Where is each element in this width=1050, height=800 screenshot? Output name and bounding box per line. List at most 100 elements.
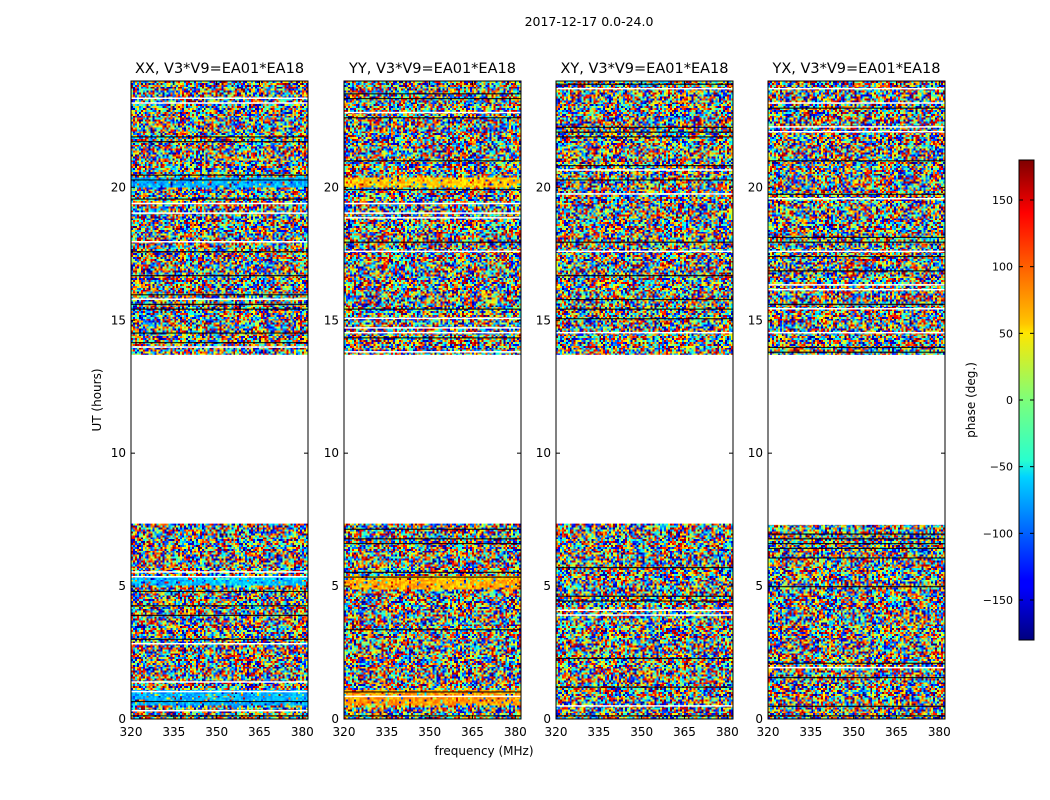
y-tick-label: 0 (118, 712, 126, 726)
flagged-stripe (131, 571, 308, 573)
dark-stripe (556, 136, 733, 138)
dark-stripe (344, 538, 521, 540)
x-tick-label: 365 (885, 725, 908, 739)
colorbar-tick-label: 150 (992, 194, 1013, 207)
flagged-stripe (344, 695, 521, 698)
flagged-stripe (768, 130, 945, 133)
x-tick-label: 335 (162, 725, 185, 739)
dark-stripe (768, 160, 945, 162)
y-tick-label: 20 (748, 180, 763, 194)
x-tick-label: 365 (461, 725, 484, 739)
flagged-stripe (556, 169, 733, 171)
flagged-stripe (131, 690, 308, 693)
dark-stripe (768, 303, 945, 305)
y-tick-label: 15 (748, 313, 763, 327)
dark-stripe (768, 346, 945, 349)
flagged-stripe (556, 614, 733, 616)
x-tick-label: 365 (248, 725, 271, 739)
dark-stripe (344, 576, 521, 578)
dark-stripe (131, 136, 308, 138)
panel-frame (555, 80, 734, 720)
flagged-stripe (131, 709, 308, 712)
dark-stripe (344, 241, 521, 243)
y-tick-label: 0 (331, 712, 339, 726)
panel-title: XY, V3*V9=EA01*EA18 (560, 61, 728, 77)
y-tick-label: 20 (324, 180, 339, 194)
flagged-stripe (556, 609, 733, 611)
flagged-stripe (344, 202, 521, 205)
dark-stripe (131, 638, 308, 640)
flagged-stripe (131, 681, 308, 683)
x-tick-label: 380 (504, 725, 527, 739)
y-tick-label: 5 (118, 579, 126, 593)
flagged-stripe (556, 87, 733, 90)
flagged-stripe (131, 202, 308, 205)
panel-1: XX, V3*V9=EA01*EA18 320 335 350 365 380 0 5 10 15… (111, 61, 314, 739)
flagged-stripe (768, 126, 945, 128)
flagged-stripe (768, 523, 945, 525)
flagged-stripe (556, 250, 733, 253)
dark-stripe (556, 318, 733, 320)
data-gap (131, 354, 308, 524)
dark-stripe (768, 236, 945, 238)
colorbar-tick-label: −150 (983, 594, 1013, 607)
figure-suptitle: 2017-12-17 0.0-24.0 (525, 14, 654, 29)
flagged-stripe (131, 241, 308, 243)
dark-stripe (344, 571, 521, 573)
x-tick-label: 350 (630, 725, 653, 739)
dark-stripe (556, 179, 733, 181)
flagged-stripe (768, 288, 945, 291)
x-tick-label: 350 (842, 725, 865, 739)
flagged-stripe (768, 197, 945, 200)
y-tick-label: 5 (331, 579, 339, 593)
y-tick-label: 10 (111, 446, 126, 460)
flagged-stripe (344, 317, 521, 320)
dark-stripe (131, 174, 308, 176)
x-tick-label: 335 (799, 725, 822, 739)
data-gap (344, 354, 521, 524)
flagged-stripe (344, 327, 521, 329)
panel-frame (767, 80, 946, 720)
dark-stripe (556, 126, 733, 128)
dark-stripe (556, 595, 733, 597)
flagged-stripe (131, 642, 308, 645)
dark-stripe (131, 614, 308, 616)
flagged-stripe (131, 346, 308, 348)
x-tick-label: 380 (928, 725, 951, 739)
dark-stripe (344, 188, 521, 191)
colorbar-tick-label: 50 (999, 327, 1013, 340)
data-gap (556, 354, 733, 524)
flagged-stripe (344, 212, 521, 214)
dark-stripe (768, 662, 945, 664)
dark-stripe (768, 543, 945, 545)
flagged-stripe (556, 331, 733, 334)
dark-stripe (556, 275, 733, 277)
flagged-stripe (768, 666, 945, 669)
y-tick-label: 5 (543, 579, 551, 593)
colorbar-tick-label: −50 (990, 461, 1013, 474)
x-tick-label: 320 (120, 725, 143, 739)
dark-stripe (344, 629, 521, 631)
dark-stripe (131, 294, 308, 296)
dark-stripe (344, 543, 521, 545)
x-axis-label: frequency (MHz) (434, 744, 533, 758)
dark-stripe (768, 255, 945, 258)
dark-stripe (131, 590, 308, 593)
dark-stripe (556, 165, 733, 167)
dark-stripe (131, 605, 308, 607)
y-tick-label: 0 (543, 712, 551, 726)
panels-group: XX, V3*V9=EA01*EA18 320 335 350 365 380 0 5 10 15… (111, 61, 951, 739)
dark-stripe (768, 538, 945, 540)
flagged-stripe (344, 331, 521, 334)
colorbar-tick-label: 100 (992, 261, 1013, 274)
dark-stripe (344, 160, 521, 162)
y-axis-label: UT (hours) (90, 368, 104, 431)
panel-4: YX, V3*V9=EA01*EA18 320 335 350 365 380 0 5 10 15… (748, 61, 951, 739)
dark-stripe (768, 533, 945, 535)
y-tick-label: 15 (111, 313, 126, 327)
dark-stripe (556, 566, 733, 569)
flagged-stripe (768, 284, 945, 286)
dark-stripe (768, 241, 945, 243)
flagged-stripe (344, 351, 521, 353)
